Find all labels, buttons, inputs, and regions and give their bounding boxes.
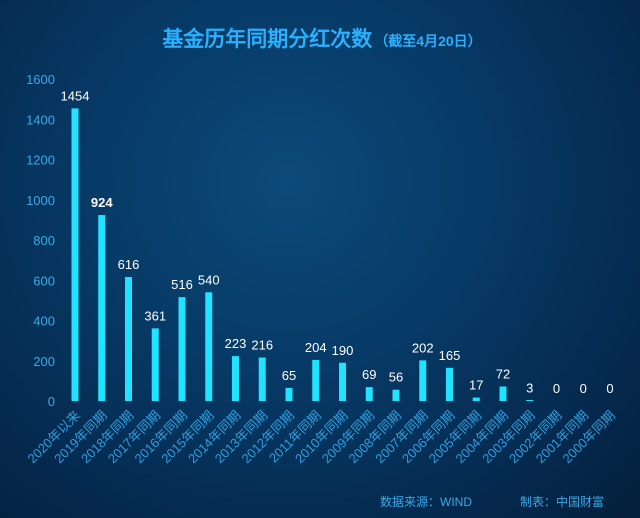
bar-value-label: 202: [412, 340, 434, 355]
bar: [472, 397, 480, 401]
chart-title-main: 基金历年同期分红次数: [162, 27, 373, 51]
y-tick-label: 1200: [26, 153, 55, 168]
y-tick-label: 0: [48, 394, 55, 409]
bar: [151, 328, 159, 401]
bar-value-label: 69: [362, 367, 376, 382]
bar-value-label: 223: [225, 336, 247, 351]
bar: [178, 297, 186, 401]
bar-value-label: 56: [389, 370, 403, 385]
x-axis: 2020年以来2019年同期2018年同期2017年同期2016年同期2015年…: [24, 408, 618, 467]
bar: [446, 367, 453, 401]
bar-value-label: 361: [144, 308, 166, 323]
bar: [285, 387, 293, 401]
chart-subtitle: （截至4月20日）: [374, 33, 481, 49]
bar: [392, 389, 400, 401]
bar: [339, 362, 346, 401]
bar-value-label: 924: [91, 195, 113, 210]
y-tick-label: 1000: [26, 193, 55, 208]
bar: [258, 357, 266, 401]
bar-value-label: 540: [198, 272, 220, 287]
bars: [71, 108, 534, 401]
bar-value-label: 204: [305, 340, 327, 355]
bar: [71, 108, 79, 401]
bar: [365, 387, 373, 401]
bar-value-label: 3: [526, 380, 533, 395]
bar-value-label: 72: [496, 367, 510, 382]
bar-value-label: 0: [580, 381, 587, 396]
y-tick-label: 200: [33, 354, 55, 369]
bar-value-label: 17: [469, 378, 483, 393]
bar-value-label: 0: [553, 381, 560, 396]
y-tick-label: 600: [33, 273, 55, 288]
bar: [419, 360, 427, 401]
bar: [98, 215, 106, 401]
y-tick-label: 1400: [26, 112, 55, 127]
y-tick-label: 800: [33, 233, 55, 248]
bar-value-label: 0: [606, 381, 613, 396]
chart-credit-note: 制表：中国财富: [520, 494, 604, 509]
chart-title: 基金历年同期分红次数 （截至4月20日）: [162, 27, 481, 51]
bar: [312, 359, 320, 401]
bar-value-label: 190: [332, 343, 354, 358]
bar-value-label: 216: [251, 338, 273, 353]
bar: [499, 386, 507, 401]
bar: [526, 400, 534, 401]
y-axis: 0 200 400 600 800 1000 1200 1400 1600: [26, 72, 55, 409]
bar-value-label: 165: [439, 348, 461, 363]
value-labels: 1454 924 616 361 516 540 223 216 65 204 190 69 56 202…: [61, 88, 614, 396]
bar-value-label: 616: [118, 257, 140, 272]
bar: [232, 356, 239, 401]
y-tick-label: 400: [33, 314, 55, 329]
bar: [125, 277, 132, 401]
bar: [205, 292, 213, 401]
y-tick-label: 1600: [26, 72, 55, 87]
data-source-note: 数据来源：WIND: [380, 494, 472, 509]
bar-value-label: 516: [171, 277, 193, 292]
bar-value-label: 1454: [61, 88, 90, 103]
bar-value-label: 65: [282, 368, 296, 383]
